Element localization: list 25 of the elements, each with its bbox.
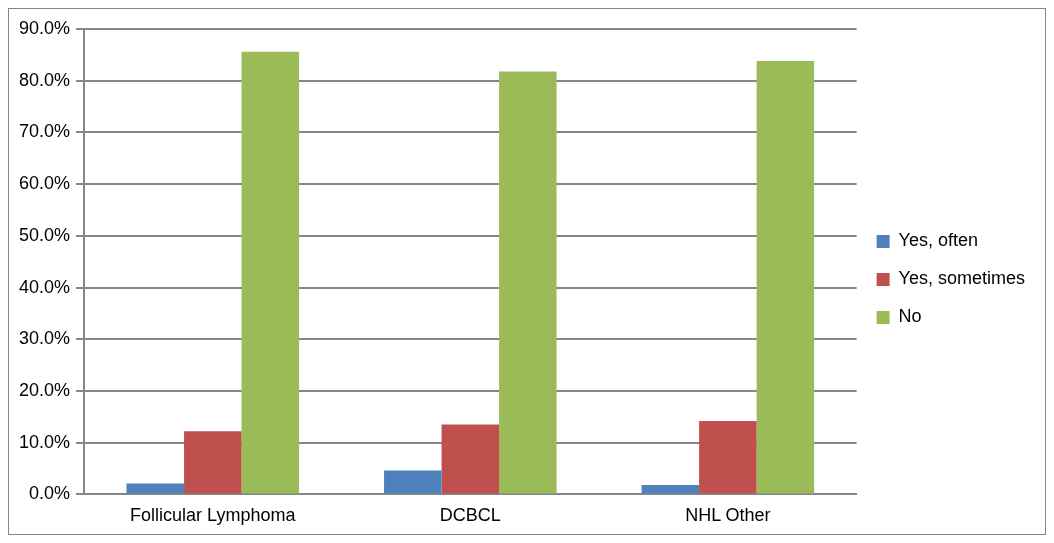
y-tick-label: 50.0%	[18, 224, 71, 245]
bar	[641, 485, 700, 494]
bar	[699, 420, 757, 494]
bar	[756, 61, 815, 494]
y-tick-label: 40.0%	[18, 276, 71, 297]
y-tick-label: 80.0%	[18, 69, 71, 90]
legend-label: Yes, often	[898, 230, 979, 251]
x-tick-label: Follicular Lymphoma	[130, 505, 297, 526]
y-tick-label: 60.0%	[18, 173, 71, 194]
y-tick-label: 70.0%	[18, 121, 71, 142]
y-tick-label: 90.0%	[18, 17, 71, 38]
y-tick-label: 0.0%	[29, 483, 71, 504]
bar	[441, 424, 500, 494]
y-tick-label: 30.0%	[18, 328, 71, 349]
x-tick-label: DCBCL	[439, 505, 501, 526]
bar	[184, 431, 242, 494]
x-tick-label: NHL Other	[685, 505, 771, 526]
y-tick-label: 20.0%	[18, 379, 71, 400]
bar	[241, 51, 300, 494]
bar	[384, 470, 442, 494]
legend-label: Yes, sometimes	[898, 268, 1025, 289]
y-tick-label: 10.0%	[18, 431, 71, 452]
bar	[126, 483, 185, 494]
legend-label: No	[898, 306, 922, 327]
bar	[499, 71, 557, 494]
